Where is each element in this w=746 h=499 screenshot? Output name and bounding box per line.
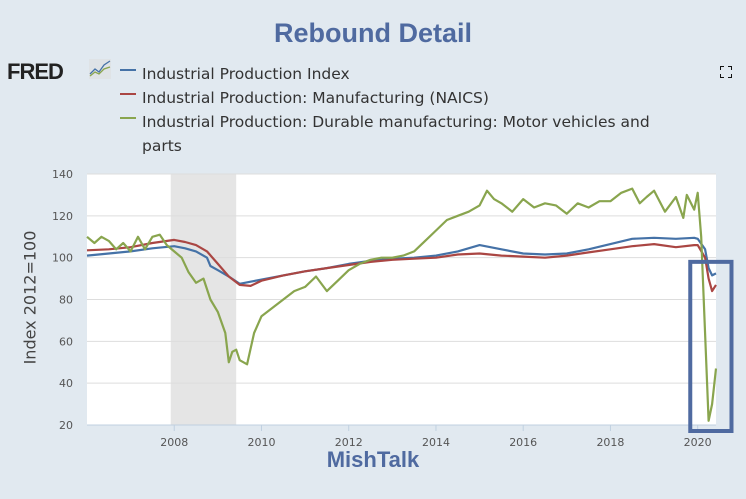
x-tick-label: 2014: [422, 436, 450, 449]
legend-item-manufacturing[interactable]: Industrial Production: Manufacturing (NA…: [120, 86, 680, 110]
legend-swatch-blue: [120, 69, 136, 71]
y-tick-label: 40: [59, 377, 73, 390]
y-tick-label: 100: [52, 252, 73, 265]
x-tick-label: 2010: [247, 436, 275, 449]
legend-label: Industrial Production: Durable manufactu…: [142, 113, 650, 155]
fred-logo[interactable]: FRED: [7, 59, 64, 84]
y-tick-label: 120: [52, 210, 73, 223]
series-line-manufacturing: [86, 238, 717, 293]
x-tick-label: 2018: [596, 436, 624, 449]
x-tick-label: 2016: [509, 436, 537, 449]
y-tick-label: 60: [59, 335, 73, 348]
legend-swatch-green: [120, 117, 136, 119]
highlight-box: [688, 259, 734, 433]
legend-label: Industrial Production Index: [142, 65, 350, 83]
mishtalk-watermark: MishTalk: [326, 447, 420, 472]
y-tick-label: 80: [59, 294, 73, 307]
x-tick-label: 2008: [160, 436, 188, 449]
legend: Industrial Production Index Industrial P…: [120, 62, 680, 158]
legend-item-motor-vehicles[interactable]: Industrial Production: Durable manufactu…: [120, 110, 672, 158]
fred-sparkline-icon: [89, 59, 111, 79]
chart-title: Rebound Detail: [273, 18, 472, 48]
legend-swatch-red: [120, 93, 136, 95]
y-tick-label: 140: [52, 168, 73, 181]
series-line-motor-vehicles: [86, 187, 718, 422]
legend-label: Industrial Production: Manufacturing (NA…: [142, 89, 489, 107]
x-tick-label: 2012: [335, 436, 363, 449]
y-tick-label: 20: [59, 419, 73, 432]
legend-item-ip-index[interactable]: Industrial Production Index: [120, 62, 680, 86]
x-tick-label: 2020: [684, 436, 712, 449]
